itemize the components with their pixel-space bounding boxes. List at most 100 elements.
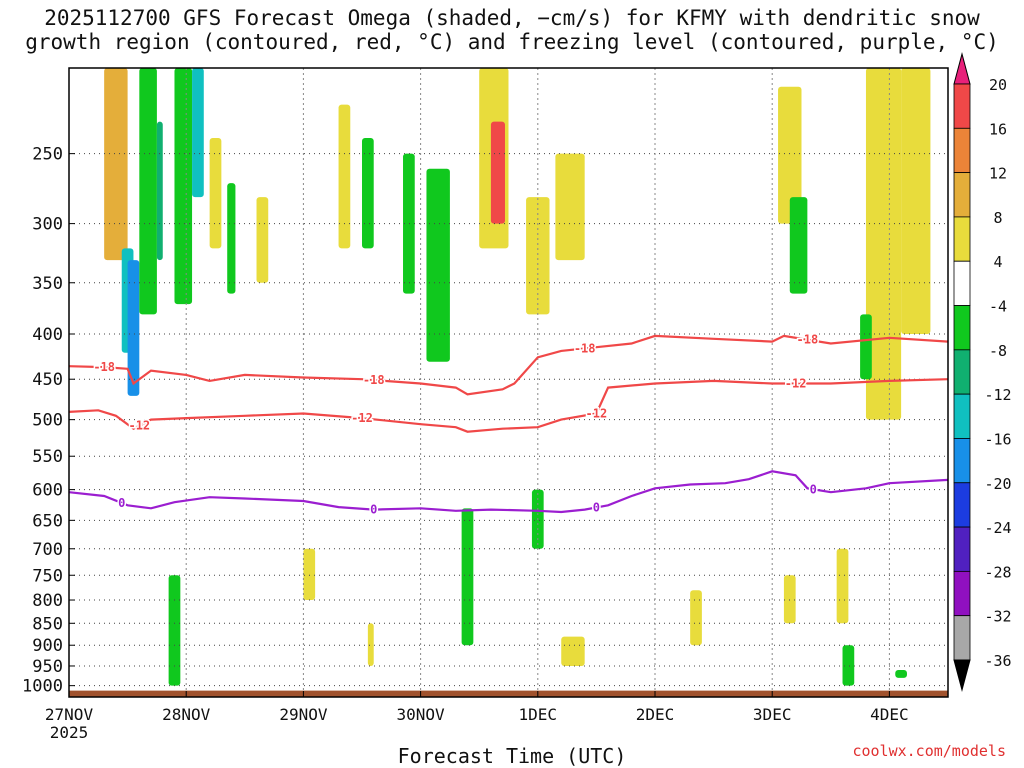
omega-cell: [865, 68, 902, 420]
colorbar-swatch: [953, 570, 971, 617]
contour-line--18: [68, 334, 949, 396]
omega-cell: [156, 121, 163, 261]
contour-label: -18: [797, 333, 819, 347]
x-tick-label: 30NOV: [397, 705, 446, 724]
colorbar-label: -24: [984, 519, 1011, 537]
x-tick-label: 1DEC: [519, 705, 558, 724]
colorbar-label: 8: [993, 209, 1002, 227]
y-tick-label: 650: [32, 511, 63, 531]
y-tick-label: 700: [32, 540, 63, 560]
omega-cell: [526, 197, 550, 315]
omega-cell: [778, 86, 802, 224]
contour-label: -12: [586, 406, 608, 420]
omega-cell: [789, 197, 808, 294]
y-tick-label: 800: [32, 591, 63, 611]
omega-cell: [895, 669, 907, 678]
y-tick-label: 550: [32, 447, 63, 467]
omega-cell: [192, 68, 204, 198]
colorbar-swatch: [953, 482, 971, 528]
omega-cell: [901, 68, 931, 335]
colorbar-swatch: [953, 127, 971, 174]
omega-cell: [362, 137, 374, 249]
x-tick-label: 28NOV: [162, 705, 211, 724]
omega-cell: [256, 197, 269, 283]
colorbar-label: -28: [984, 563, 1011, 581]
omega-cell: [860, 314, 872, 380]
omega-cell: [174, 68, 193, 305]
colorbar-swatch: [953, 172, 971, 218]
omega-cell: [303, 548, 316, 601]
omega-cell: [555, 153, 585, 261]
colorbar-bottom-arrow: [953, 659, 971, 692]
contour-label: -12: [785, 376, 807, 390]
colorbar-top-arrow: [953, 52, 971, 85]
y-tick-label: 400: [32, 325, 63, 345]
y-tick-label: 750: [32, 566, 63, 586]
omega-cell: [127, 260, 140, 396]
contour-label: -12: [128, 419, 150, 433]
omega-cell: [842, 645, 855, 686]
y-tick-label: 250: [32, 145, 63, 165]
omega-cell: [367, 623, 374, 666]
omega-cell: [338, 104, 351, 249]
contour-label: 0: [370, 503, 377, 517]
y-tick-label: 1000: [22, 677, 63, 697]
colorbar-label: -32: [984, 608, 1011, 626]
contour-label: -18: [93, 360, 115, 374]
contour-label: 0: [118, 496, 125, 510]
y-tick-label: 350: [32, 274, 63, 294]
x-axis-label: Forecast Time (UTC): [397, 744, 627, 768]
colorbar-label: -8: [989, 342, 1007, 360]
omega-cell: [209, 137, 222, 249]
plot-frame: [68, 67, 949, 698]
colorbar-label: 20: [989, 76, 1007, 94]
colorbar-label: 12: [989, 165, 1007, 183]
colorbar-label: 16: [989, 120, 1007, 138]
omega-cell: [227, 183, 236, 294]
x-tick-sublabel: 2025: [50, 723, 89, 742]
contour-label: 0: [810, 482, 817, 496]
colorbar-label: 4: [993, 253, 1002, 271]
colorbar-label: -4: [989, 298, 1007, 316]
omega-cell: [426, 168, 450, 362]
colorbar-swatch: [953, 438, 971, 484]
colorbar-swatch: [953, 305, 971, 351]
y-tick-label: 950: [32, 657, 63, 677]
y-tick-label: 850: [32, 614, 63, 634]
omega-cell: [461, 508, 474, 646]
omega-cell: [690, 590, 702, 646]
contour-label: -18: [363, 373, 385, 387]
y-tick-label: 450: [32, 370, 63, 390]
y-tick-label: 900: [32, 636, 63, 656]
chart-title-line-2: growth region (contoured, red, °C) and f…: [25, 30, 999, 54]
contour-line-0: [68, 470, 949, 514]
colorbar-label: -36: [984, 652, 1011, 670]
omega-cell: [836, 548, 849, 624]
colorbar-label: -16: [984, 430, 1011, 448]
colorbar-swatch: [953, 526, 971, 572]
omega-cell: [139, 68, 157, 315]
y-tick-label: 500: [32, 411, 63, 431]
omega-cell: [490, 121, 505, 224]
colorbar-swatch: [953, 349, 971, 395]
contour-label: 0: [593, 500, 600, 514]
chart-title-line-1: 2025112700 GFS Forecast Omega (shaded, −…: [44, 6, 980, 30]
contour-label: -18: [574, 341, 596, 355]
omega-cell: [561, 636, 585, 666]
x-tick-label: 4DEC: [870, 705, 909, 724]
colorbar-swatch: [953, 83, 971, 129]
site-credit: coolwx.com/models: [852, 742, 1006, 760]
x-tick-label: 2DEC: [636, 705, 675, 724]
colorbar-swatch: [953, 260, 971, 306]
omega-cell: [403, 153, 415, 294]
x-tick-label: 27NOV: [45, 705, 94, 724]
x-tick-label: 29NOV: [279, 705, 328, 724]
omega-cell: [168, 575, 181, 686]
omega-cell: [104, 68, 128, 261]
y-tick-label: 300: [32, 215, 63, 235]
colorbar-swatch: [953, 216, 971, 262]
omega-cell: [783, 575, 796, 624]
surface-terrain: [69, 690, 948, 697]
contour-line--12: [68, 378, 949, 433]
